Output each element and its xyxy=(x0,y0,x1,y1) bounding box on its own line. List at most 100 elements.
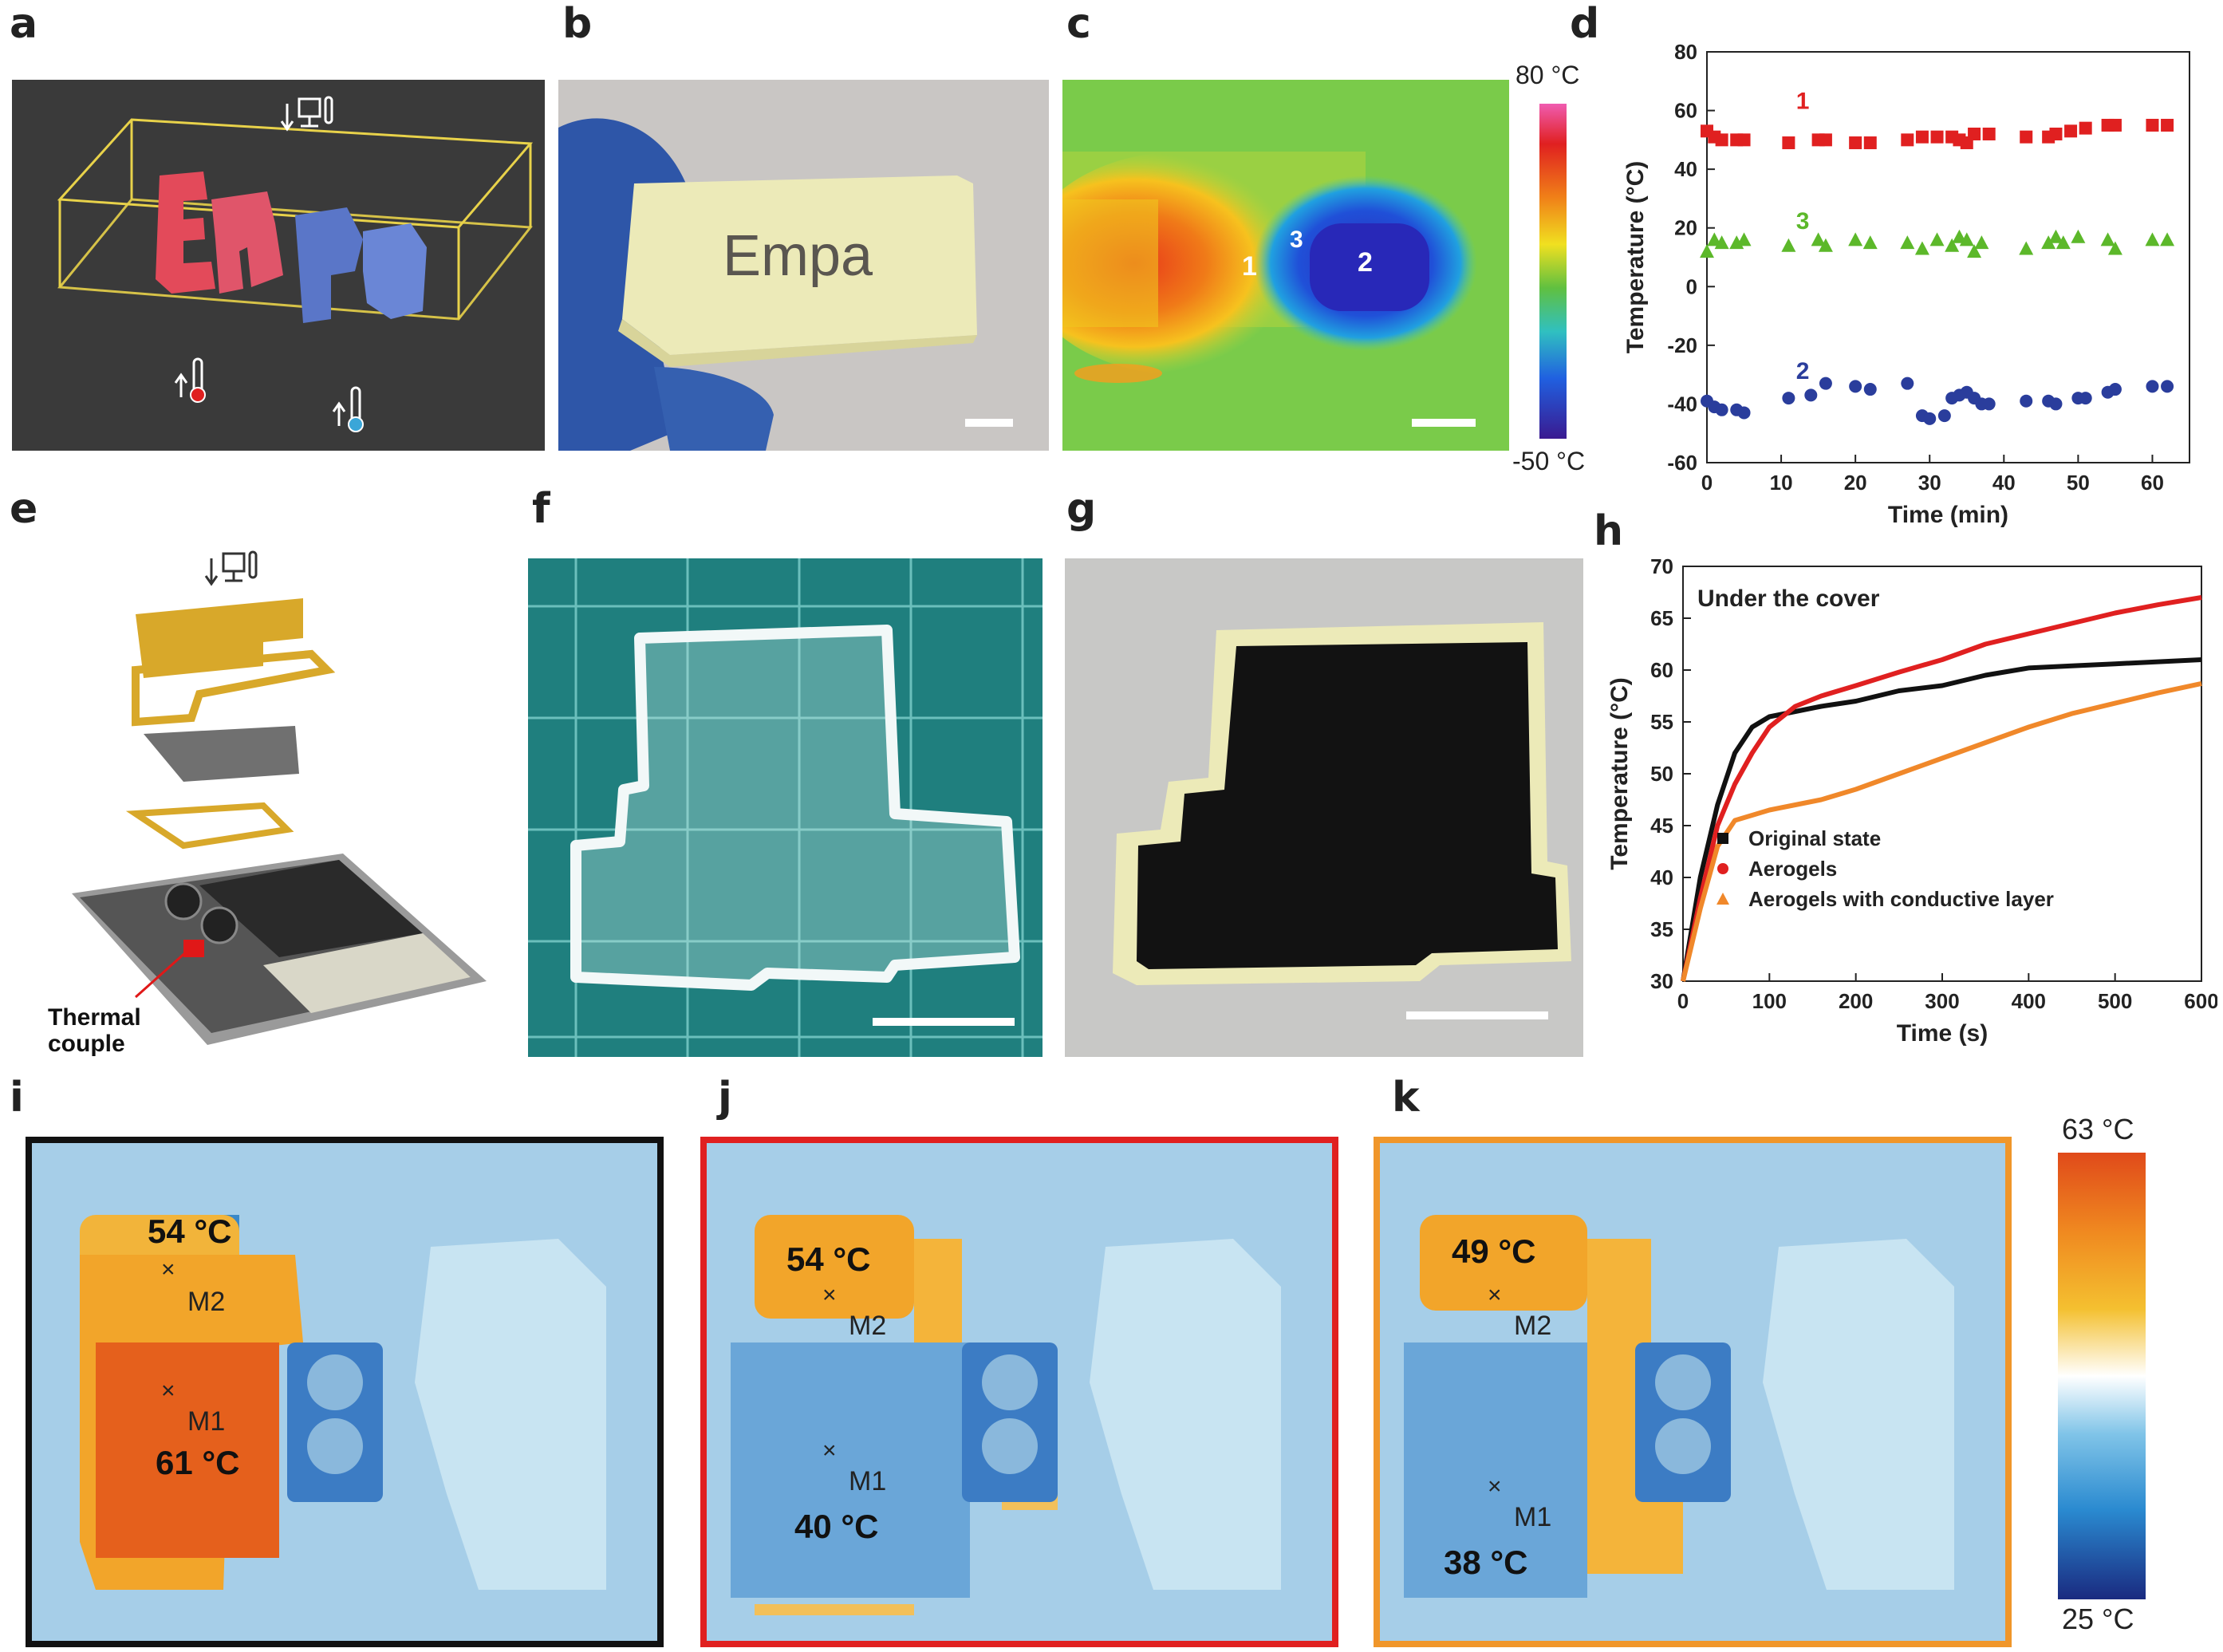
y-axis-label: Temperature (°C) xyxy=(1622,161,1649,353)
panel-label-g: g xyxy=(1066,485,1097,533)
thermal-couple-marker xyxy=(183,940,204,957)
x-tick-label: 20 xyxy=(1844,471,1867,495)
chart-d: -60 -40 -20 0 20 40 60 80 0 10 20 30 40 50 60 Time (min… xyxy=(1622,40,2190,528)
m2-label: M2 xyxy=(849,1311,886,1341)
panel-a-svg xyxy=(57,96,534,432)
m1-marker-icon: × xyxy=(1488,1473,1502,1500)
chart-title: Under the cover xyxy=(1697,585,1880,612)
m2-label: M2 xyxy=(187,1287,225,1317)
data-point-series-1 xyxy=(1737,133,1751,147)
empa-blue-letters xyxy=(295,207,427,323)
y-tick-label: 30 xyxy=(1650,969,1673,993)
y-tick-label: 80 xyxy=(1674,40,1697,64)
m2-temp: 54 °C xyxy=(148,1212,232,1250)
x-tick-label: 100 xyxy=(1752,989,1787,1013)
x-tick-label: 600 xyxy=(2184,989,2217,1013)
thermal-label: Thermal xyxy=(48,1004,141,1031)
data-point-series-2 xyxy=(2108,383,2122,396)
y-tick-label: -60 xyxy=(1667,451,1697,475)
panel-label-d: d xyxy=(1570,0,1600,48)
panel-c-svg: 1 2 3 xyxy=(1062,80,1509,451)
x-tick-label: 0 xyxy=(1677,989,1689,1013)
data-point-series-3 xyxy=(1848,232,1863,246)
x-axis-label: Time (s) xyxy=(1897,1020,1988,1047)
m1-marker-icon: × xyxy=(161,1378,175,1404)
x-tick-label: 40 xyxy=(1992,471,2016,495)
conductive-layer xyxy=(1137,642,1558,969)
series-line-aerogels-with-conductive-layer xyxy=(1681,680,2202,982)
chart-h: 30 35 40 45 50 55 60 65 70 0 100 200 300 400 500 600 Tim… xyxy=(1606,554,2217,1047)
empa-engraving: Empa xyxy=(723,224,873,288)
panel-i-svg: 54 °C × M2 × M1 61 °C xyxy=(32,1143,657,1641)
data-point-series-3 xyxy=(1811,232,1826,246)
data-point-series-3 xyxy=(2107,241,2122,255)
scale-bar xyxy=(1412,419,1476,427)
data-point-series-2 xyxy=(1863,383,1877,396)
data-point-series-3 xyxy=(1862,235,1878,250)
panel-g-svg xyxy=(1113,622,1571,1019)
data-point-series-1 xyxy=(2161,118,2174,132)
data-point-series-3 xyxy=(1900,235,1915,250)
legend-label-0: Original state xyxy=(1748,826,1881,850)
data-point-series-1 xyxy=(1915,130,1929,144)
data-point-series-2 xyxy=(1937,409,1951,423)
point-1-label: 1 xyxy=(1242,251,1257,282)
hot-region-m2 xyxy=(1420,1215,1587,1311)
m1-temp: 40 °C xyxy=(794,1508,879,1545)
data-point-series-2 xyxy=(1982,397,1996,411)
data-point-series-1 xyxy=(1982,128,1996,140)
data-point-series-1 xyxy=(2064,124,2078,138)
panel-label-h: h xyxy=(1594,507,1624,555)
data-point-series-3 xyxy=(1974,235,1989,250)
panel-label-f: f xyxy=(532,485,550,533)
data-point-series-3 xyxy=(2100,232,2115,246)
colorbar-gradient xyxy=(2058,1153,2146,1599)
phone-body xyxy=(72,854,487,1045)
series-line-original-state xyxy=(1681,657,2202,982)
series-label-3: 3 xyxy=(1796,208,1810,235)
m2-temp: 49 °C xyxy=(1452,1232,1536,1270)
data-point-series-1 xyxy=(2079,121,2092,135)
point-3-label: 3 xyxy=(1290,227,1303,253)
m2-temp: 54 °C xyxy=(786,1240,871,1278)
data-point-series-1 xyxy=(1968,128,1981,140)
x-axis-label: Time (min) xyxy=(1888,502,2008,528)
y-tick-label: 70 xyxy=(1650,554,1673,578)
m1-temp: 38 °C xyxy=(1444,1544,1528,1581)
panel-k-svg: 49 °C × M2 × M1 38 °C xyxy=(1380,1143,2005,1641)
panel-label-i: i xyxy=(10,1074,24,1122)
hot-region-m2 xyxy=(755,1215,914,1319)
couple-label: couple xyxy=(48,1031,125,1057)
data-point-series-2 xyxy=(1819,377,1832,390)
panel-label-b: b xyxy=(562,0,593,48)
panel-j-thermal: 54 °C × M2 × M1 40 °C xyxy=(700,1137,1338,1647)
panel-e-svg: Thermal couple xyxy=(48,550,487,1057)
data-point-series-3 xyxy=(1929,232,1945,246)
panel-label-e: e xyxy=(10,485,38,533)
y-tick-label: 40 xyxy=(1674,157,1697,181)
point-2-label: 2 xyxy=(1358,247,1373,278)
scale-bar xyxy=(873,1018,1015,1026)
colorbar-max: 63 °C xyxy=(2062,1113,2134,1145)
y-tick-label: 45 xyxy=(1650,814,1673,838)
legend-marker-0 xyxy=(1717,833,1728,844)
data-point-series-1 xyxy=(2146,118,2159,132)
data-point-series-3 xyxy=(1736,232,1752,246)
data-point-series-3 xyxy=(1818,238,1833,252)
data-point-series-3 xyxy=(1781,238,1796,252)
computer-chip-thermometer-icon xyxy=(280,96,333,132)
hot-thermometer-icon xyxy=(174,357,206,403)
data-point-series-2 xyxy=(1715,403,1728,416)
panel-k-thermal: 49 °C × M2 × M1 38 °C xyxy=(1374,1137,2012,1647)
data-point-series-3 xyxy=(1959,232,1974,246)
y-tick-label: 35 xyxy=(1650,917,1673,941)
panel-c-colorbar: 80 °C -50 °C xyxy=(1512,56,1585,475)
series-line-aerogels xyxy=(1681,595,2202,982)
data-point-series-3 xyxy=(1952,229,1967,243)
panel-label-a: a xyxy=(10,0,38,48)
scale-bar xyxy=(965,419,1013,427)
data-point-series-2 xyxy=(2020,394,2033,408)
m1-label: M1 xyxy=(849,1466,886,1496)
panel-ik-colorbar: 63 °C 25 °C xyxy=(2042,1113,2178,1647)
data-point-series-3 xyxy=(2019,241,2034,255)
